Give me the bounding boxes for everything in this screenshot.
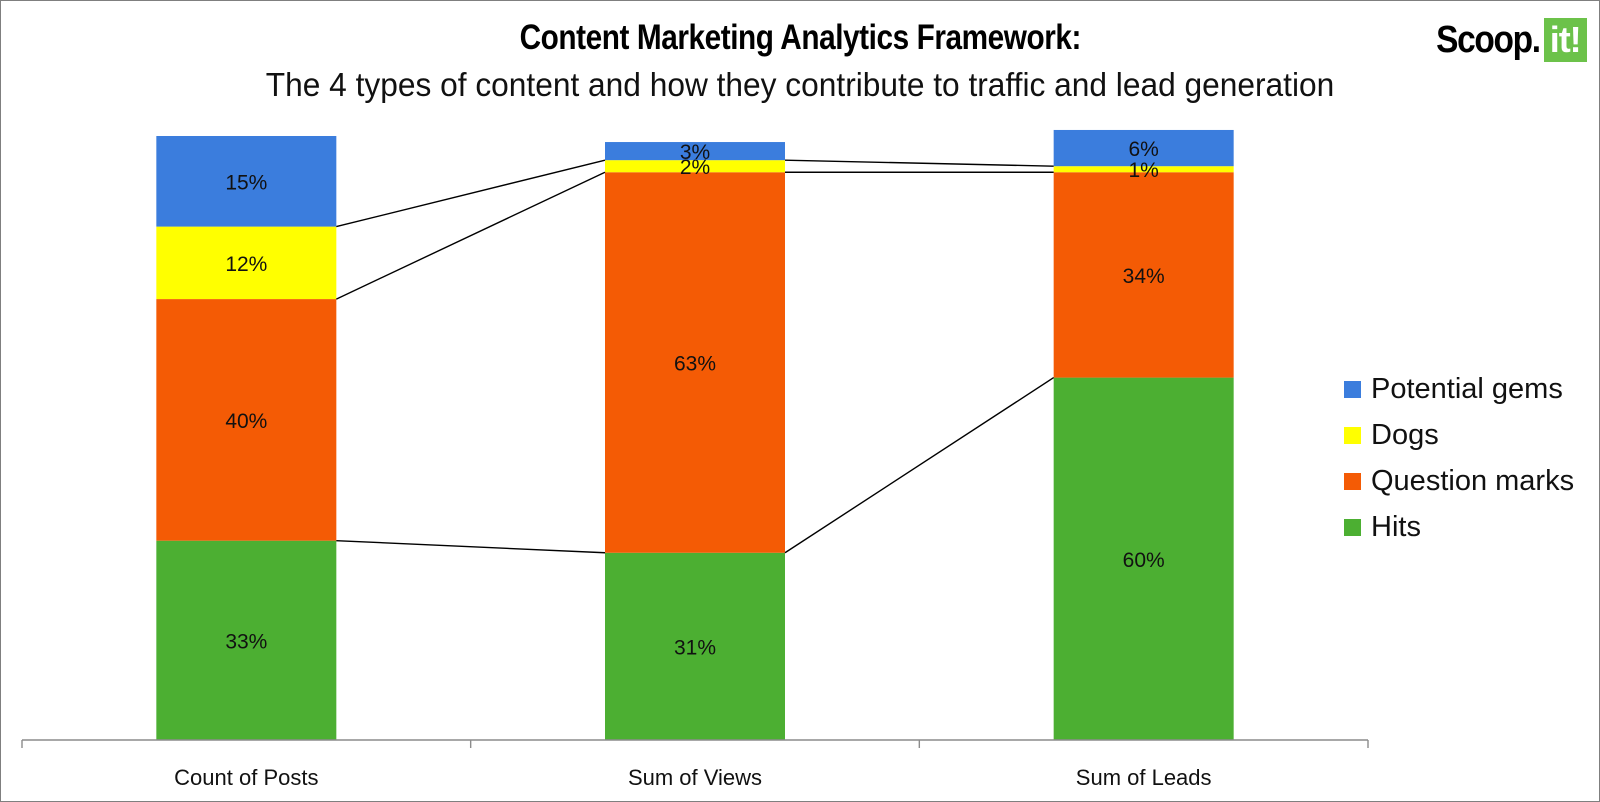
connector-line [336, 171, 606, 300]
data-label: 31% [674, 636, 716, 659]
data-label: 6% [1128, 138, 1158, 161]
data-label: 60% [1123, 549, 1165, 572]
legend-label: Dogs [1371, 418, 1439, 451]
data-label: 33% [225, 630, 267, 653]
bar-segment [1053, 129, 1234, 167]
legend-item-dogs: Dogs [1344, 412, 1574, 458]
data-label: 1% [1128, 159, 1158, 182]
logo-badge: it! [1543, 18, 1587, 62]
legend-swatch [1344, 426, 1361, 444]
legend-item-hits: Hits [1344, 504, 1574, 550]
data-label: 3% [680, 141, 710, 164]
data-label: 63% [674, 353, 716, 376]
data-label: 15% [225, 171, 267, 194]
legend-swatch [1344, 380, 1361, 398]
connector-line [784, 377, 1055, 554]
bar-segment [605, 142, 785, 161]
legend-swatch [1344, 472, 1361, 490]
bar-segment [156, 136, 337, 227]
bar-segment [1053, 166, 1234, 173]
connector-line [336, 159, 606, 228]
legend-label: Question marks [1371, 464, 1575, 497]
chart-subtitle: The 4 types of content and how they cont… [265, 66, 1335, 103]
data-label: 12% [225, 253, 267, 276]
legend-label: Potential gems [1371, 372, 1563, 405]
legend-label: Hits [1371, 510, 1421, 543]
legend-item-potential-gems: Potential gems [1344, 366, 1574, 412]
data-label: 40% [225, 410, 267, 433]
legend-item-question-marks: Question marks [1344, 458, 1574, 504]
connector-line [784, 159, 1054, 167]
connector-line [336, 539, 606, 554]
bar-segment [1053, 377, 1234, 740]
logo-text: Scoop. [1436, 18, 1541, 61]
chart-legend: Potential gems Dogs Question marks Hits [1344, 366, 1574, 550]
bar-segment [1053, 172, 1234, 378]
data-label: 2% [680, 156, 710, 179]
bar-segment [605, 552, 785, 740]
bar-segment [156, 226, 337, 300]
scoopit-logo: Scoop. it! [1422, 16, 1587, 64]
legend-swatch [1344, 518, 1361, 536]
chart-title: Content Marketing Analytics Framework: [519, 18, 1082, 57]
bar-segment [605, 172, 785, 553]
x-tick-label: Sum of Views [628, 765, 762, 790]
x-tick-label: Count of Posts [174, 765, 318, 790]
bar-segment [156, 540, 337, 740]
bar-segment [156, 299, 337, 541]
x-tick-label: Sum of Leads [1076, 765, 1212, 790]
bar-segment [605, 160, 785, 173]
data-label: 34% [1123, 265, 1165, 288]
